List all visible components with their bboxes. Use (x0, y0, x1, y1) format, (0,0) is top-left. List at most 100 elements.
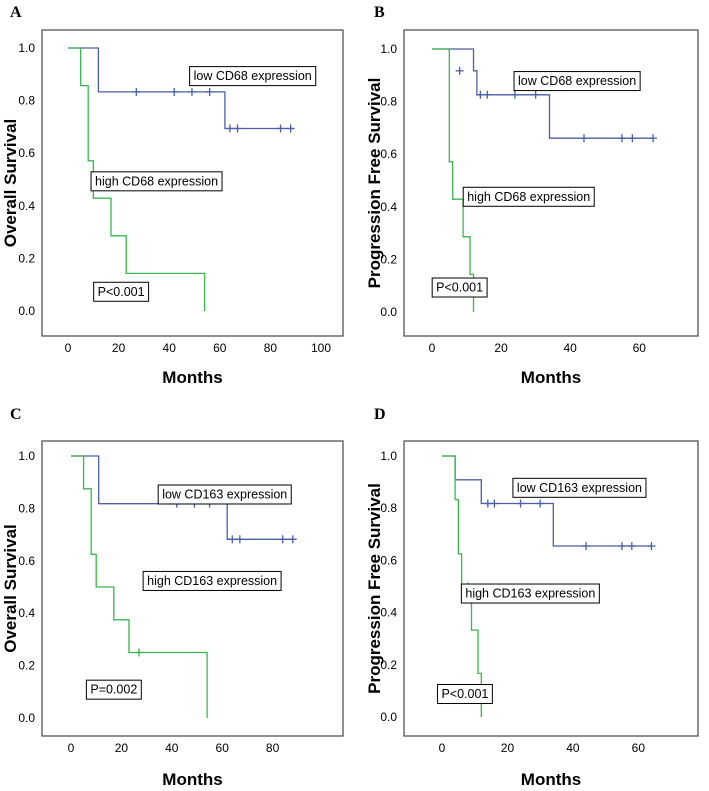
p-value-label: P<0.001 (431, 277, 488, 298)
y-tick-label: 1.0 (18, 41, 35, 55)
x-tick-label: 20 (501, 741, 515, 755)
y-tick-label: 0.6 (18, 554, 35, 568)
km-curve-high (432, 48, 475, 312)
censor-mark (228, 535, 237, 544)
y-tick-label: 0.6 (380, 553, 397, 567)
y-tick-label: 0.2 (18, 659, 35, 673)
x-tick-label: 20 (112, 341, 126, 355)
series-label-text: high CD68 expression (467, 190, 590, 204)
panel-letter: D (374, 406, 386, 423)
y-tick-label: 1.0 (380, 449, 397, 463)
km-curve-high (71, 455, 208, 718)
x-tick-label: 80 (264, 341, 278, 355)
y-axis-title: Overall Survival (1, 524, 20, 653)
series-label-text: high CD163 expression (147, 574, 277, 588)
censor-mark (235, 535, 244, 544)
censor-mark (233, 124, 242, 133)
censor-mark (649, 134, 658, 143)
x-tick-label: 40 (564, 341, 578, 355)
plot-frame (403, 29, 699, 337)
censor-mark (170, 87, 179, 96)
censor-mark (205, 87, 214, 96)
series-label-text: high CD68 expression (95, 174, 218, 188)
y-axis-title: Progression Free Survival (365, 78, 384, 289)
series-label-text: high CD163 expression (465, 587, 595, 601)
x-tick-label: 100 (311, 341, 331, 355)
x-tick-label: 60 (213, 341, 227, 355)
y-tick-label: 0.0 (380, 305, 397, 319)
plot-frame (41, 440, 344, 737)
km-curve-high (68, 47, 206, 311)
censor-mark (286, 124, 295, 133)
y-tick-label: 0.8 (380, 501, 397, 515)
series-label: low CD163 expression (512, 477, 647, 498)
y-tick-label: 1.0 (18, 449, 35, 463)
censor-mark (580, 134, 588, 143)
series-label: low CD68 expression (513, 71, 641, 92)
censor-mark (476, 90, 485, 99)
x-tick-label: 40 (566, 741, 580, 755)
x-tick-label: 20 (494, 341, 508, 355)
y-tick-label: 1.0 (380, 42, 397, 56)
panel-A: A 0.0 0.2 0.4 0.6 0.8 1.0 0 20 40 60 80 100 Months Ove… (1, 4, 344, 387)
x-axis-title: Months (521, 368, 581, 387)
y-tick-label: 0.6 (18, 146, 35, 160)
x-tick-label: 0 (429, 341, 436, 355)
censor-mark (647, 542, 656, 551)
censor-mark (483, 90, 492, 99)
x-tick-label: 80 (266, 741, 280, 755)
y-tick-label: 0.4 (18, 199, 35, 213)
censor-mark (288, 535, 297, 544)
x-tick-label: 60 (633, 341, 647, 355)
censor-mark (132, 87, 141, 96)
censor-mark (225, 124, 234, 133)
p-value-text: P<0.001 (98, 285, 145, 299)
y-tick-label: 0.2 (18, 251, 35, 265)
censor-mark (490, 499, 499, 508)
censor-mark (531, 90, 540, 99)
km-curve-low (432, 48, 654, 139)
panel-D: D 0.0 0.2 0.4 0.6 0.8 1.0 0 20 40 60 Months Progress… (365, 406, 699, 789)
series-label-text: low CD68 expression (194, 69, 312, 83)
x-tick-label: 60 (632, 741, 646, 755)
x-axis-title: Months (521, 770, 581, 789)
x-tick-label: 0 (439, 741, 446, 755)
series-label: high CD68 expression (90, 171, 223, 192)
panel-B: B 0.0 0.2 0.4 0.6 0.8 1.0 0 20 40 60 Months Progress… (365, 4, 699, 387)
y-tick-label: 0.8 (18, 94, 35, 108)
panel-letter: A (10, 4, 22, 21)
plot-frame (41, 29, 344, 337)
series-label-text: low CD68 expression (518, 74, 636, 88)
km-curve-low (442, 455, 652, 547)
x-axis-title: Months (162, 770, 222, 789)
x-tick-label: 20 (115, 741, 129, 755)
y-tick-label: 0.2 (380, 658, 397, 672)
series-label-text: low CD163 expression (517, 481, 642, 495)
p-value-label: P<0.001 (436, 684, 493, 705)
censor-mark (618, 134, 626, 143)
km-curve-low (68, 47, 294, 130)
y-tick-label: 0.4 (18, 606, 35, 620)
plot-frame (403, 440, 699, 737)
censor-mark (627, 542, 636, 551)
x-tick-label: 40 (165, 741, 179, 755)
censor-mark (628, 134, 637, 143)
x-tick-label: 40 (163, 341, 177, 355)
series-label: high CD68 expression (462, 186, 595, 207)
y-tick-label: 0.0 (380, 710, 397, 724)
series-label: low CD68 expression (189, 66, 317, 87)
series-label: high CD163 expression (142, 570, 282, 591)
censor-mark (510, 90, 519, 99)
y-tick-label: 0.4 (380, 606, 397, 620)
y-tick-label: 0.2 (380, 252, 397, 266)
x-tick-label: 60 (216, 741, 230, 755)
y-tick-label: 0.0 (18, 711, 35, 725)
censor-mark (276, 124, 285, 133)
p-value-text: P<0.001 (441, 687, 488, 701)
censor-mark (278, 535, 287, 544)
y-axis-title: Progression Free Survival (365, 483, 384, 694)
y-tick-label: 0.4 (380, 200, 397, 214)
series-label: high CD163 expression (460, 583, 600, 604)
p-value-label: P=0.002 (85, 679, 142, 700)
